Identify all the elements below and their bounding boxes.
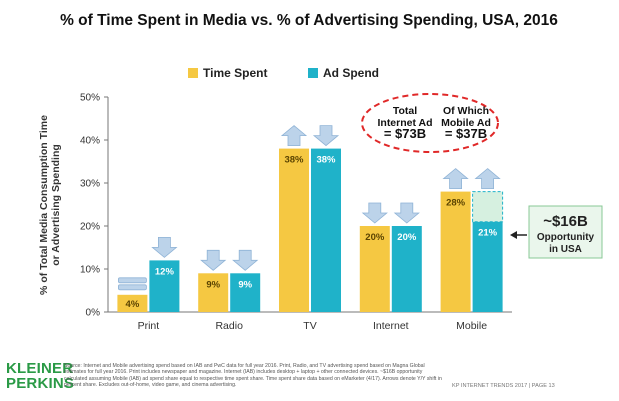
- legend-label-1: Ad Spend: [323, 66, 379, 80]
- plot-area: Print 4% 12% Radio 9% 9% TV 38% 38% Internet 20% 20…: [117, 125, 504, 332]
- arrow-1-1: [232, 249, 259, 271]
- callout-right-line: Of Which: [443, 105, 489, 117]
- bar-1-3: [391, 226, 422, 312]
- logo-line-2: PERKINS: [6, 375, 75, 392]
- y-tick-label: 40%: [80, 136, 100, 147]
- legend: Time Spent Ad Spend: [188, 66, 379, 80]
- flat-bar-icon: [118, 284, 147, 291]
- arrow-0-4: [442, 168, 469, 190]
- callout-left-line: Total: [393, 105, 417, 117]
- data-label: 21%: [478, 228, 498, 239]
- left-arrow-icon: [510, 231, 517, 239]
- page-footer: KP INTERNET TRENDS 2017 | PAGE 13: [452, 383, 555, 389]
- data-label: 4%: [126, 299, 140, 310]
- opportunity-gap-bar: [472, 191, 504, 223]
- y-axis-label-line-2: or Advertising Spending: [50, 144, 62, 266]
- arrow-1-0: [151, 236, 178, 258]
- y-axis-label-line-1: % of Total Media Consumption Time: [38, 115, 50, 295]
- arrow-0-0: [118, 277, 147, 291]
- down-arrow-icon: [312, 125, 340, 147]
- opportunity-label: Opportunity: [537, 232, 595, 243]
- data-label: 20%: [365, 232, 385, 243]
- flat-bar-icon: [118, 277, 147, 284]
- down-arrow-icon: [200, 249, 227, 271]
- data-label: 9%: [238, 279, 252, 290]
- bar-0-1: [198, 273, 229, 312]
- opportunity-box: [528, 205, 603, 259]
- callout-right-line: = $37B: [445, 126, 487, 141]
- data-label: 20%: [397, 232, 417, 243]
- arrow-0-2: [280, 125, 308, 147]
- callout-right-line: Mobile Ad: [441, 117, 491, 129]
- bar-0-3: [359, 226, 390, 312]
- arrow-0-3: [361, 202, 388, 224]
- down-arrow-icon: [151, 236, 178, 258]
- callout-left-line: Internet Ad: [377, 117, 432, 129]
- legend-swatch-0: [188, 68, 198, 78]
- logo-line-1: KLEINER: [6, 360, 74, 377]
- down-arrow-icon: [361, 202, 388, 224]
- y-tick-label: 30%: [80, 179, 100, 190]
- bar-0-0: [117, 294, 148, 312]
- data-label: 38%: [316, 155, 336, 166]
- callout-oval: [361, 93, 499, 153]
- x-tick-label: Internet: [373, 320, 409, 332]
- bar-0-4: [440, 191, 471, 312]
- down-arrow-icon: [232, 249, 259, 271]
- callout-left-line: = $73B: [384, 126, 426, 141]
- y-tick-label: 20%: [80, 222, 100, 233]
- data-label: 9%: [206, 279, 220, 290]
- bar-1-2: [311, 148, 341, 312]
- bar-1-4: [472, 221, 503, 312]
- company-logo: KLEINER PERKINS: [6, 361, 74, 391]
- data-label: 12%: [155, 266, 175, 277]
- chart-title: % of Time Spent in Media vs. % of Advert…: [60, 12, 558, 29]
- down-arrow-icon: [393, 202, 420, 224]
- legend-swatch-1: [308, 68, 318, 78]
- up-arrow-icon: [280, 125, 308, 147]
- bar-1-1: [230, 273, 261, 312]
- y-tick-label: 50%: [80, 93, 100, 104]
- arrow-0-1: [200, 249, 227, 271]
- bar-1-0: [149, 260, 180, 312]
- opportunity-amount: ~$16B: [543, 213, 588, 230]
- y-tick-label: 0%: [86, 308, 101, 319]
- x-tick-label: Print: [138, 320, 160, 332]
- bar-0-2: [279, 148, 309, 312]
- legend-label-0: Time Spent: [203, 66, 267, 80]
- data-label: 28%: [446, 198, 466, 209]
- up-arrow-icon: [474, 168, 501, 190]
- y-tick-label: 10%: [80, 265, 100, 276]
- x-tick-label: TV: [303, 320, 316, 332]
- x-tick-label: Radio: [215, 320, 243, 332]
- y-axis-label: % of Total Media Consumption Time or Adve…: [38, 115, 62, 295]
- opportunity-label: in USA: [549, 244, 582, 255]
- arrow-1-4: [474, 168, 501, 190]
- data-label: 38%: [284, 155, 304, 166]
- up-arrow-icon: [442, 168, 469, 190]
- x-tick-label: Mobile: [456, 320, 487, 332]
- arrow-1-3: [393, 202, 420, 224]
- arrow-1-2: [312, 125, 340, 147]
- source-note: Source: Internet and Mobile advertising …: [64, 363, 442, 389]
